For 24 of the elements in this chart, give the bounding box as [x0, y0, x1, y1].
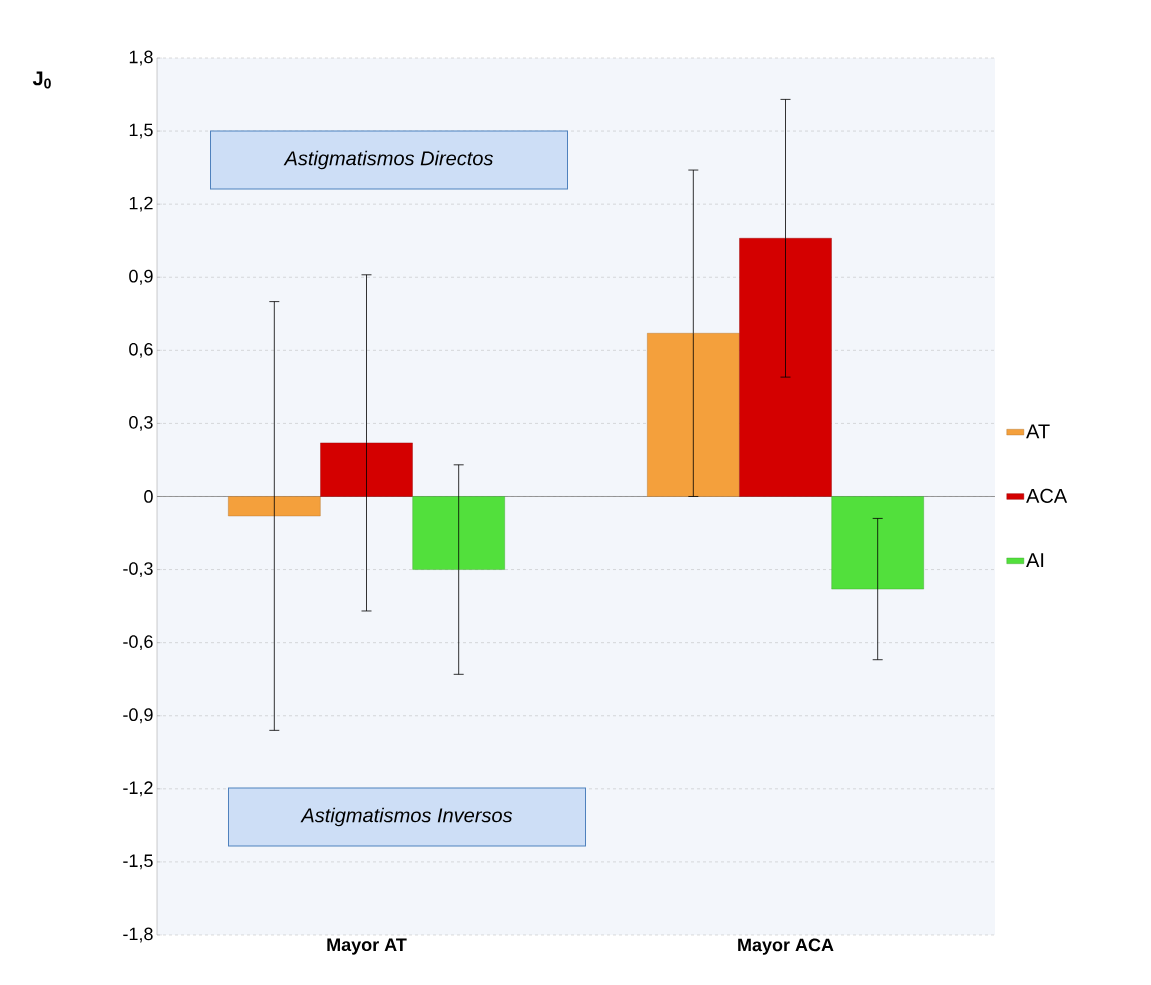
legend-label: AT: [1026, 424, 1050, 439]
bar: [320, 442, 413, 497]
y-tick-label: 0,3: [129, 415, 153, 431]
legend-label: ACA: [1026, 488, 1068, 503]
y-tick-label: -0,3: [123, 562, 153, 578]
y-tick-label: -0,6: [123, 635, 153, 651]
y-tick-label: 1,8: [129, 50, 153, 66]
y-axis-title: J$_{0}$: [32, 71, 51, 89]
bar: [228, 496, 321, 517]
annotation: Astigmatismos Inversos: [300, 807, 513, 827]
annotation: Astigmatismos Directos: [283, 150, 494, 170]
y-tick-label: 0,9: [129, 269, 153, 285]
y-tick-label: 1,5: [129, 123, 153, 139]
x-tick-label: Mayor AT: [327, 938, 407, 955]
y-tick-label: -0,9: [123, 708, 153, 724]
x-tick-label: Mayor ACA: [738, 938, 834, 955]
y-tick-label: 0,6: [129, 342, 153, 358]
y-tick-label: 0: [144, 490, 153, 503]
y-tick-label: -1,8: [123, 927, 153, 943]
y-tick-label: 1,2: [129, 196, 153, 212]
bar: [412, 496, 505, 570]
legend-label: AI: [1026, 553, 1044, 567]
y-tick-label: -1,5: [123, 854, 153, 870]
y-tick-label: -1,2: [123, 781, 153, 797]
